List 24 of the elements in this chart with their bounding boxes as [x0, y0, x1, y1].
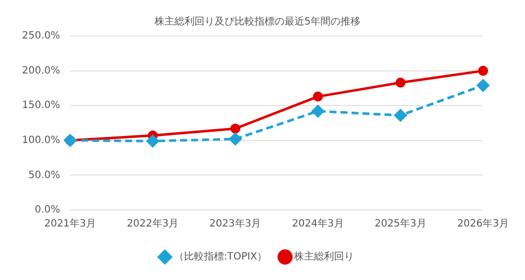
y-tick-label: 50.0% [28, 170, 60, 181]
point [476, 78, 490, 92]
legend-label: （比較指標:TOPIX） [174, 250, 268, 263]
point [228, 132, 242, 146]
x-tick-label: 2023年3月 [209, 218, 262, 230]
point [312, 92, 323, 102]
x-tick-label: 2025年3月 [374, 218, 426, 230]
point [230, 124, 240, 134]
point [478, 66, 488, 76]
x-tick-label: 2021年3月 [44, 218, 96, 230]
point [146, 134, 160, 148]
y-tick-label: 100.0% [22, 134, 60, 146]
point [394, 108, 407, 122]
x-tick-label: 2024年3月 [292, 218, 344, 230]
y-tick-label: 200.0% [22, 65, 60, 76]
y-tick-label: 250.0% [22, 30, 60, 42]
x-tick-label: 2022年3月 [126, 218, 179, 230]
x-tick-label: 2026年3月 [457, 218, 509, 230]
y-tick-label: 150.0% [22, 100, 60, 112]
chart-title: 株主総利回り及び比較指標の最近5年間の推移 [153, 16, 361, 28]
y-tick-label: 0.0% [34, 204, 60, 216]
point [396, 78, 406, 88]
legend-label: 株主総利回り [293, 250, 354, 263]
point [311, 104, 324, 118]
